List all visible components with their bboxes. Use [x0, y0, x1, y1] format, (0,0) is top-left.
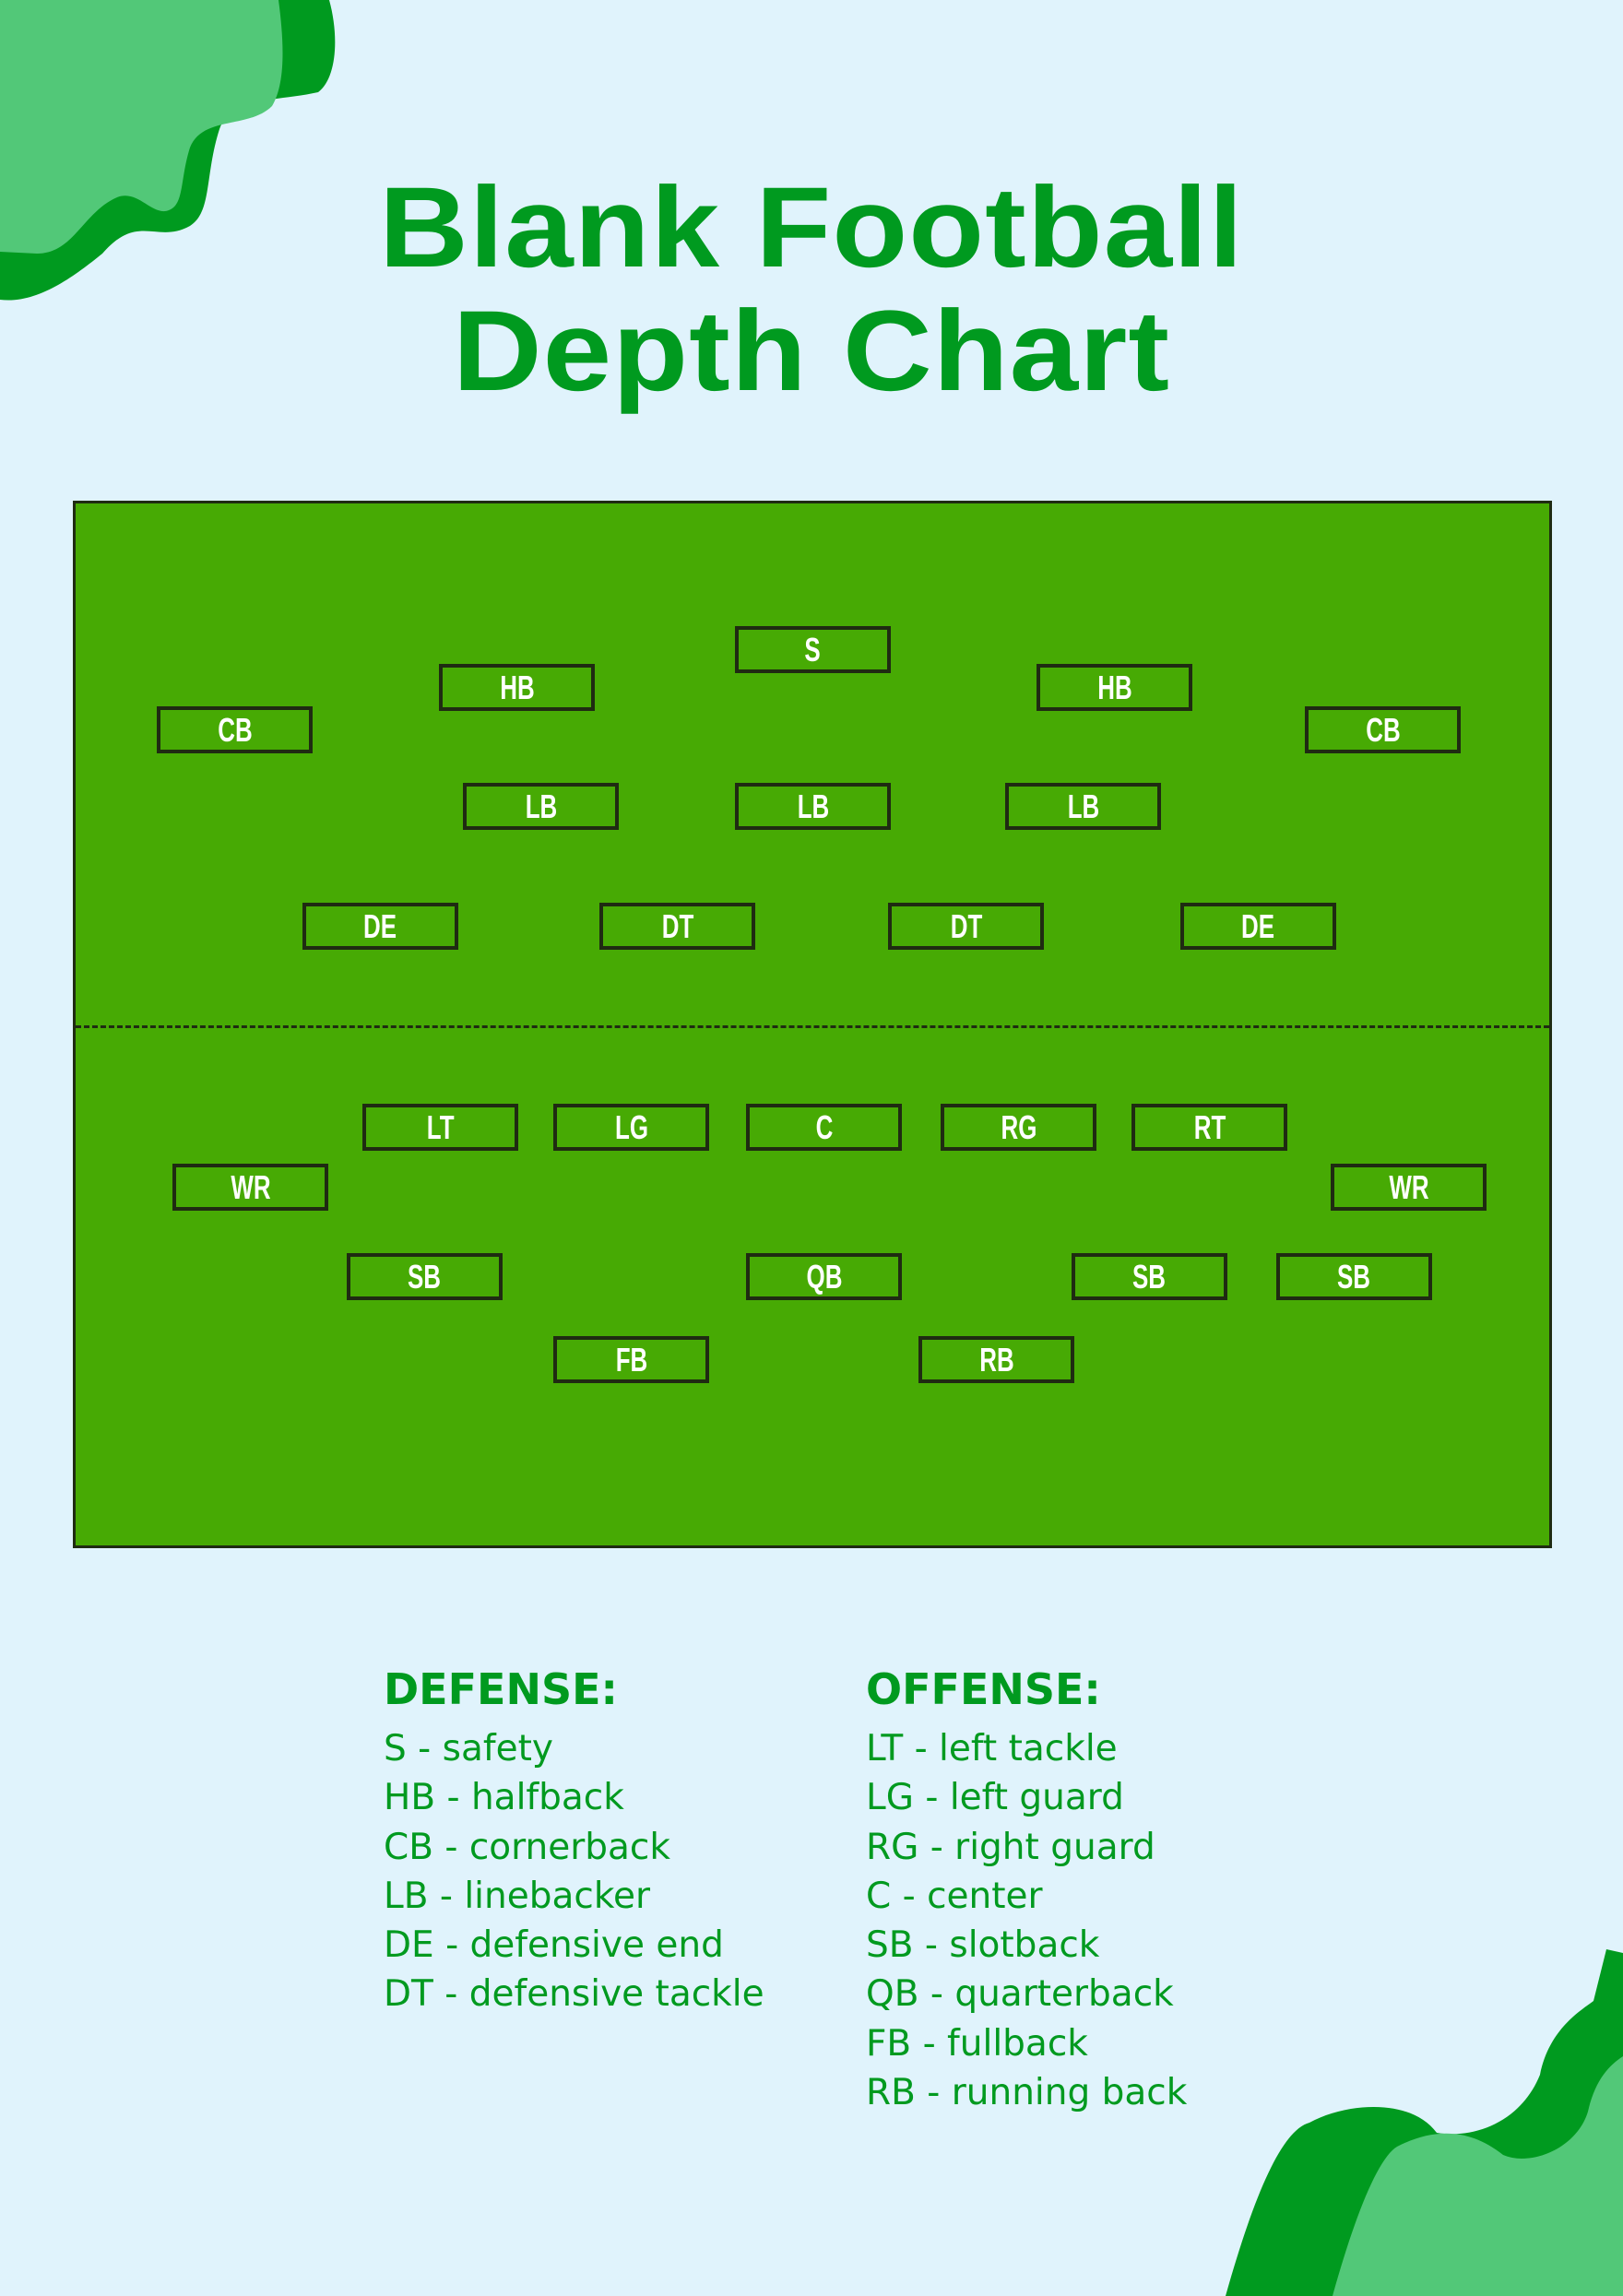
- position-box-fb: FB: [553, 1336, 709, 1383]
- legend-item: LB - linebacker: [384, 1875, 651, 1917]
- legend-item: RB - running back: [866, 2072, 1188, 2114]
- position-label: S: [804, 630, 822, 669]
- position-box-s: S: [735, 626, 891, 673]
- page-title: Blank Football Depth Chart: [0, 166, 1623, 413]
- position-box-de-right: DE: [1180, 903, 1336, 950]
- title-line-2: Depth Chart: [452, 288, 1171, 415]
- legend-item: QB - quarterback: [866, 1973, 1174, 2016]
- defense-legend-heading: DEFENSE:: [384, 1664, 618, 1714]
- football-field: S HB HB CB CB LB LB LB DE DT DT DE LT LG…: [73, 501, 1552, 1548]
- legend-item: LG - left guard: [866, 1777, 1124, 1819]
- position-box-wr-left: WR: [172, 1164, 328, 1211]
- position-box-c: C: [746, 1104, 902, 1151]
- position-label: DT: [661, 906, 693, 945]
- position-label: C: [815, 1107, 833, 1146]
- position-box-cb-right: CB: [1305, 706, 1461, 753]
- legend-item: C - center: [866, 1875, 1043, 1917]
- position-box-wr-right: WR: [1331, 1164, 1487, 1211]
- legend-item: DT - defensive tackle: [384, 1973, 764, 2016]
- legend-item: DE - defensive end: [384, 1924, 724, 1967]
- position-label: LG: [614, 1107, 648, 1146]
- position-box-lt: LT: [362, 1104, 518, 1151]
- position-box-de-left: DE: [302, 903, 458, 950]
- line-of-scrimmage: [76, 1025, 1549, 1028]
- offense-legend: OFFENSE: LT - left tackle LG - left guar…: [866, 1660, 1187, 2117]
- position-box-sb-right-inner: SB: [1072, 1253, 1227, 1300]
- position-label: LB: [525, 787, 557, 825]
- position-label: CB: [1365, 710, 1401, 749]
- position-box-sb-left: SB: [347, 1253, 503, 1300]
- position-label: HB: [499, 668, 535, 706]
- position-box-lb-left: LB: [463, 783, 619, 830]
- position-label: LT: [426, 1107, 455, 1146]
- position-box-lb-middle: LB: [735, 783, 891, 830]
- position-label: FB: [615, 1340, 647, 1379]
- position-label: DE: [1241, 906, 1275, 945]
- position-box-dt-right: DT: [888, 903, 1044, 950]
- title-line-1: Blank Football: [379, 164, 1244, 291]
- position-box-qb: QB: [746, 1253, 902, 1300]
- position-box-hb-left: HB: [439, 664, 595, 711]
- position-box-rb: RB: [918, 1336, 1074, 1383]
- legend-item: HB - halfback: [384, 1777, 624, 1819]
- top-left-decorative-blob: [0, 0, 336, 301]
- legend-item: LT - left tackle: [866, 1728, 1118, 1769]
- defense-legend: DEFENSE: S - safety HB - halfback CB - c…: [384, 1660, 764, 2019]
- position-label: SB: [408, 1257, 442, 1296]
- position-box-cb-left: CB: [157, 706, 313, 753]
- position-box-rt: RT: [1131, 1104, 1287, 1151]
- position-label: RT: [1193, 1107, 1226, 1146]
- legend-item: SB - slotback: [866, 1924, 1100, 1967]
- position-label: DT: [950, 906, 982, 945]
- bottom-right-decorative-blob: [1226, 1949, 1623, 2296]
- offense-legend-heading: OFFENSE:: [866, 1664, 1101, 1714]
- position-label: HB: [1096, 668, 1132, 706]
- position-label: CB: [217, 710, 253, 749]
- position-label: RB: [978, 1340, 1014, 1379]
- position-label: LB: [797, 787, 829, 825]
- position-box-hb-right: HB: [1037, 664, 1192, 711]
- position-label: SB: [1337, 1257, 1371, 1296]
- position-label: WR: [230, 1167, 271, 1206]
- legend-item: S - safety: [384, 1728, 553, 1769]
- position-label: LB: [1067, 787, 1099, 825]
- legend-item: CB - cornerback: [384, 1826, 670, 1868]
- position-box-lg: LG: [553, 1104, 709, 1151]
- position-label: RG: [1001, 1107, 1037, 1146]
- legend-item: RG - right guard: [866, 1826, 1155, 1868]
- position-label: WR: [1388, 1167, 1429, 1206]
- position-label: QB: [806, 1257, 842, 1296]
- position-box-sb-right-outer: SB: [1276, 1253, 1432, 1300]
- position-label: SB: [1132, 1257, 1167, 1296]
- position-box-dt-left: DT: [599, 903, 755, 950]
- legend-item: FB - fullback: [866, 2022, 1088, 2065]
- position-box-rg: RG: [941, 1104, 1096, 1151]
- position-box-lb-right: LB: [1005, 783, 1161, 830]
- position-label: DE: [363, 906, 397, 945]
